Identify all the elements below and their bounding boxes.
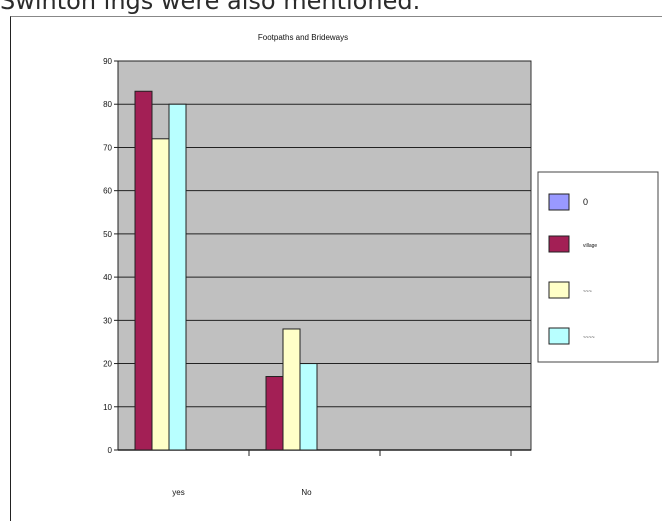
y-tick-label: 20 — [103, 360, 112, 369]
bar — [265, 376, 284, 451]
y-tick-label: 50 — [103, 230, 112, 239]
legend-swatch — [548, 327, 570, 345]
legend-label: village — [583, 243, 597, 249]
legend-swatch — [548, 235, 570, 253]
legend-swatch — [548, 193, 570, 211]
caption-text: Swinton ings were also mentioned. — [0, 0, 421, 15]
bar — [282, 328, 301, 451]
y-tick-label: 40 — [103, 273, 112, 282]
plot-area — [117, 60, 532, 451]
gridlines — [118, 60, 531, 408]
legend-label: ~~~ — [583, 289, 592, 295]
legend-swatch — [548, 281, 570, 299]
y-tick-label: 80 — [103, 100, 112, 109]
bars — [134, 90, 318, 451]
y-tick-label: 0 — [108, 446, 113, 455]
legend-label: 0 — [583, 197, 588, 207]
bar — [168, 103, 187, 451]
bar — [151, 138, 170, 451]
legend-label: ~~~~ — [583, 335, 595, 341]
y-tick-label: 90 — [103, 57, 112, 66]
y-tick-label: 60 — [103, 187, 112, 196]
chart-title: Footpaths and Brideways — [258, 33, 348, 42]
y-tick-label: 70 — [103, 143, 112, 152]
bar — [299, 363, 318, 451]
bar — [134, 90, 153, 451]
y-tick-label: 10 — [103, 403, 112, 412]
x-tick-label: yes — [172, 488, 184, 497]
y-tick-label: 30 — [103, 316, 112, 325]
axes: 0 10 20 30 40 50 60 70 80 90 yes No — [103, 57, 531, 497]
x-tick-label: No — [301, 488, 312, 497]
